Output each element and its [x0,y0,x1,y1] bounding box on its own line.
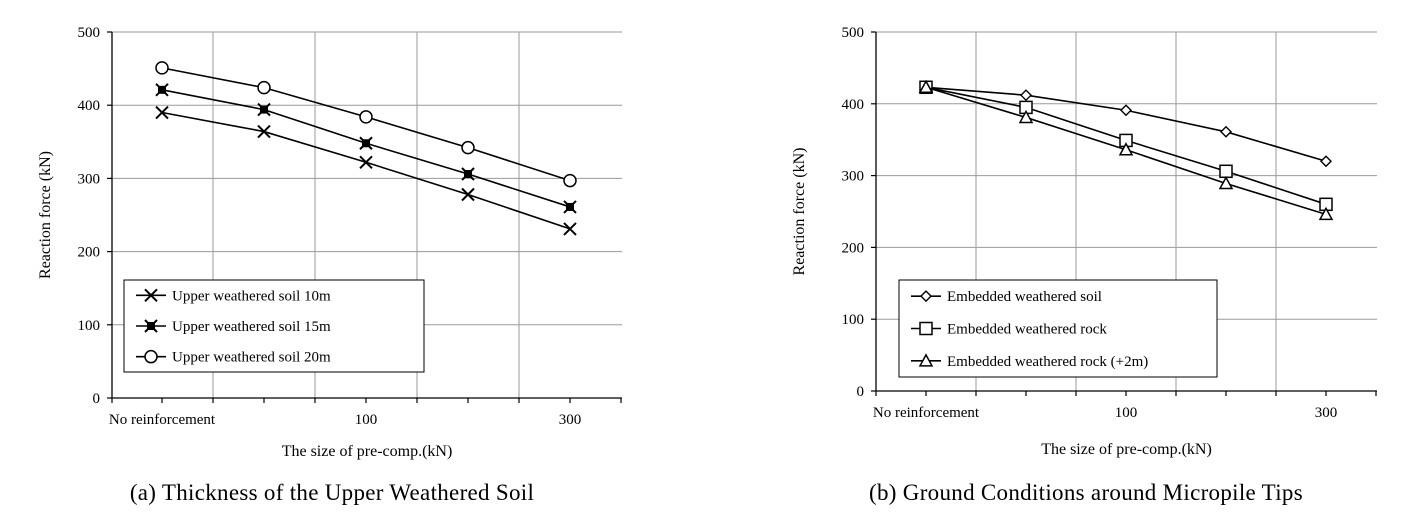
data-point [155,61,169,75]
legend-marker [918,353,934,367]
x-tick-label: No reinforcement [873,405,980,421]
series-line [161,111,571,230]
y-tick-label: 500 [842,25,865,41]
x-axis-title: The size of pre-comp.(kN) [1041,441,1212,458]
legend-label: Upper weathered soil 20m [172,350,331,366]
series-0 [155,105,577,236]
y-tick-label: 300 [78,171,101,187]
series-1 [919,80,1333,212]
data-point [257,124,271,139]
x-tick-label: 100 [1115,405,1138,421]
data-point [1118,142,1134,156]
series-2 [155,61,577,188]
x-tick-label: 100 [355,412,378,428]
legend-label: Embedded weathered rock (+2m) [947,354,1148,370]
legend-label: Upper weathered soil 15m [172,319,331,335]
data-point [461,167,475,181]
legend-label: Embedded weathered soil [947,289,1102,305]
data-point [563,173,577,188]
data-point [918,79,934,94]
legend-box [898,279,1218,378]
data-point [461,140,475,155]
data-point [1318,206,1334,221]
series-2 [918,79,1334,221]
legend-marker [920,290,932,303]
y-axis-title: Reaction force (kN) [37,151,54,279]
y-tick-label: 0 [93,391,101,407]
data-point [257,80,271,95]
legend-marker [144,349,158,364]
y-tick-label: 500 [78,25,101,41]
data-point [461,187,475,202]
chart-a: 0 100 200 300 400 500 No reinforcement 100 300 Th… [37,25,622,505]
y-tick-label: 100 [842,312,865,328]
series-line [161,89,571,208]
data-point [155,83,169,97]
legend-marker [919,321,933,336]
legend: Embedded weathered soil Embedded weathere… [898,279,1218,378]
series-1 [155,83,577,214]
figure-caption: (a) Thickness of the Upper Weathered Soi… [130,480,534,505]
data-point [1018,109,1034,124]
data-point [1218,175,1234,190]
y-tick-label: 200 [842,240,865,256]
data-point [1020,89,1032,102]
x-tick-label: 300 [1315,405,1338,421]
legend-label: Upper weathered soil 10m [172,288,331,304]
figure-caption: (b) Ground Conditions around Micropile T… [869,480,1303,505]
data-point [359,136,373,150]
y-axis-title: Reaction force (kN) [791,148,808,276]
data-point [563,222,577,236]
legend-label: Embedded weathered rock [947,322,1107,338]
x-axis-title: The size of pre-comp.(kN) [282,443,453,460]
legend-marker [144,319,158,333]
y-tick-label: 400 [842,97,865,113]
data-point [563,200,577,214]
data-point [1219,164,1233,179]
y-tick-label: 100 [78,318,101,334]
gridlines [112,31,622,398]
legend-box [123,279,425,373]
chart-b: 0 100 200 300 400 500 No reinforcement 100 300 Th… [791,25,1377,505]
y-tick-label: 200 [78,245,101,261]
y-tick-label: 400 [78,98,101,114]
data-point [1320,155,1332,168]
legend-marker [144,288,158,303]
data-point [1220,125,1232,138]
y-tick-label: 0 [857,384,865,400]
data-point [1120,104,1132,117]
data-point [257,102,271,117]
data-point [359,155,373,170]
x-tick-label: 300 [559,412,582,428]
x-tick-label: No reinforcement [109,412,216,428]
y-tick-label: 300 [842,169,865,185]
data-point [155,105,169,120]
data-point [359,110,373,124]
legend: Upper weathered soil 10m Upper weathered … [123,279,425,373]
